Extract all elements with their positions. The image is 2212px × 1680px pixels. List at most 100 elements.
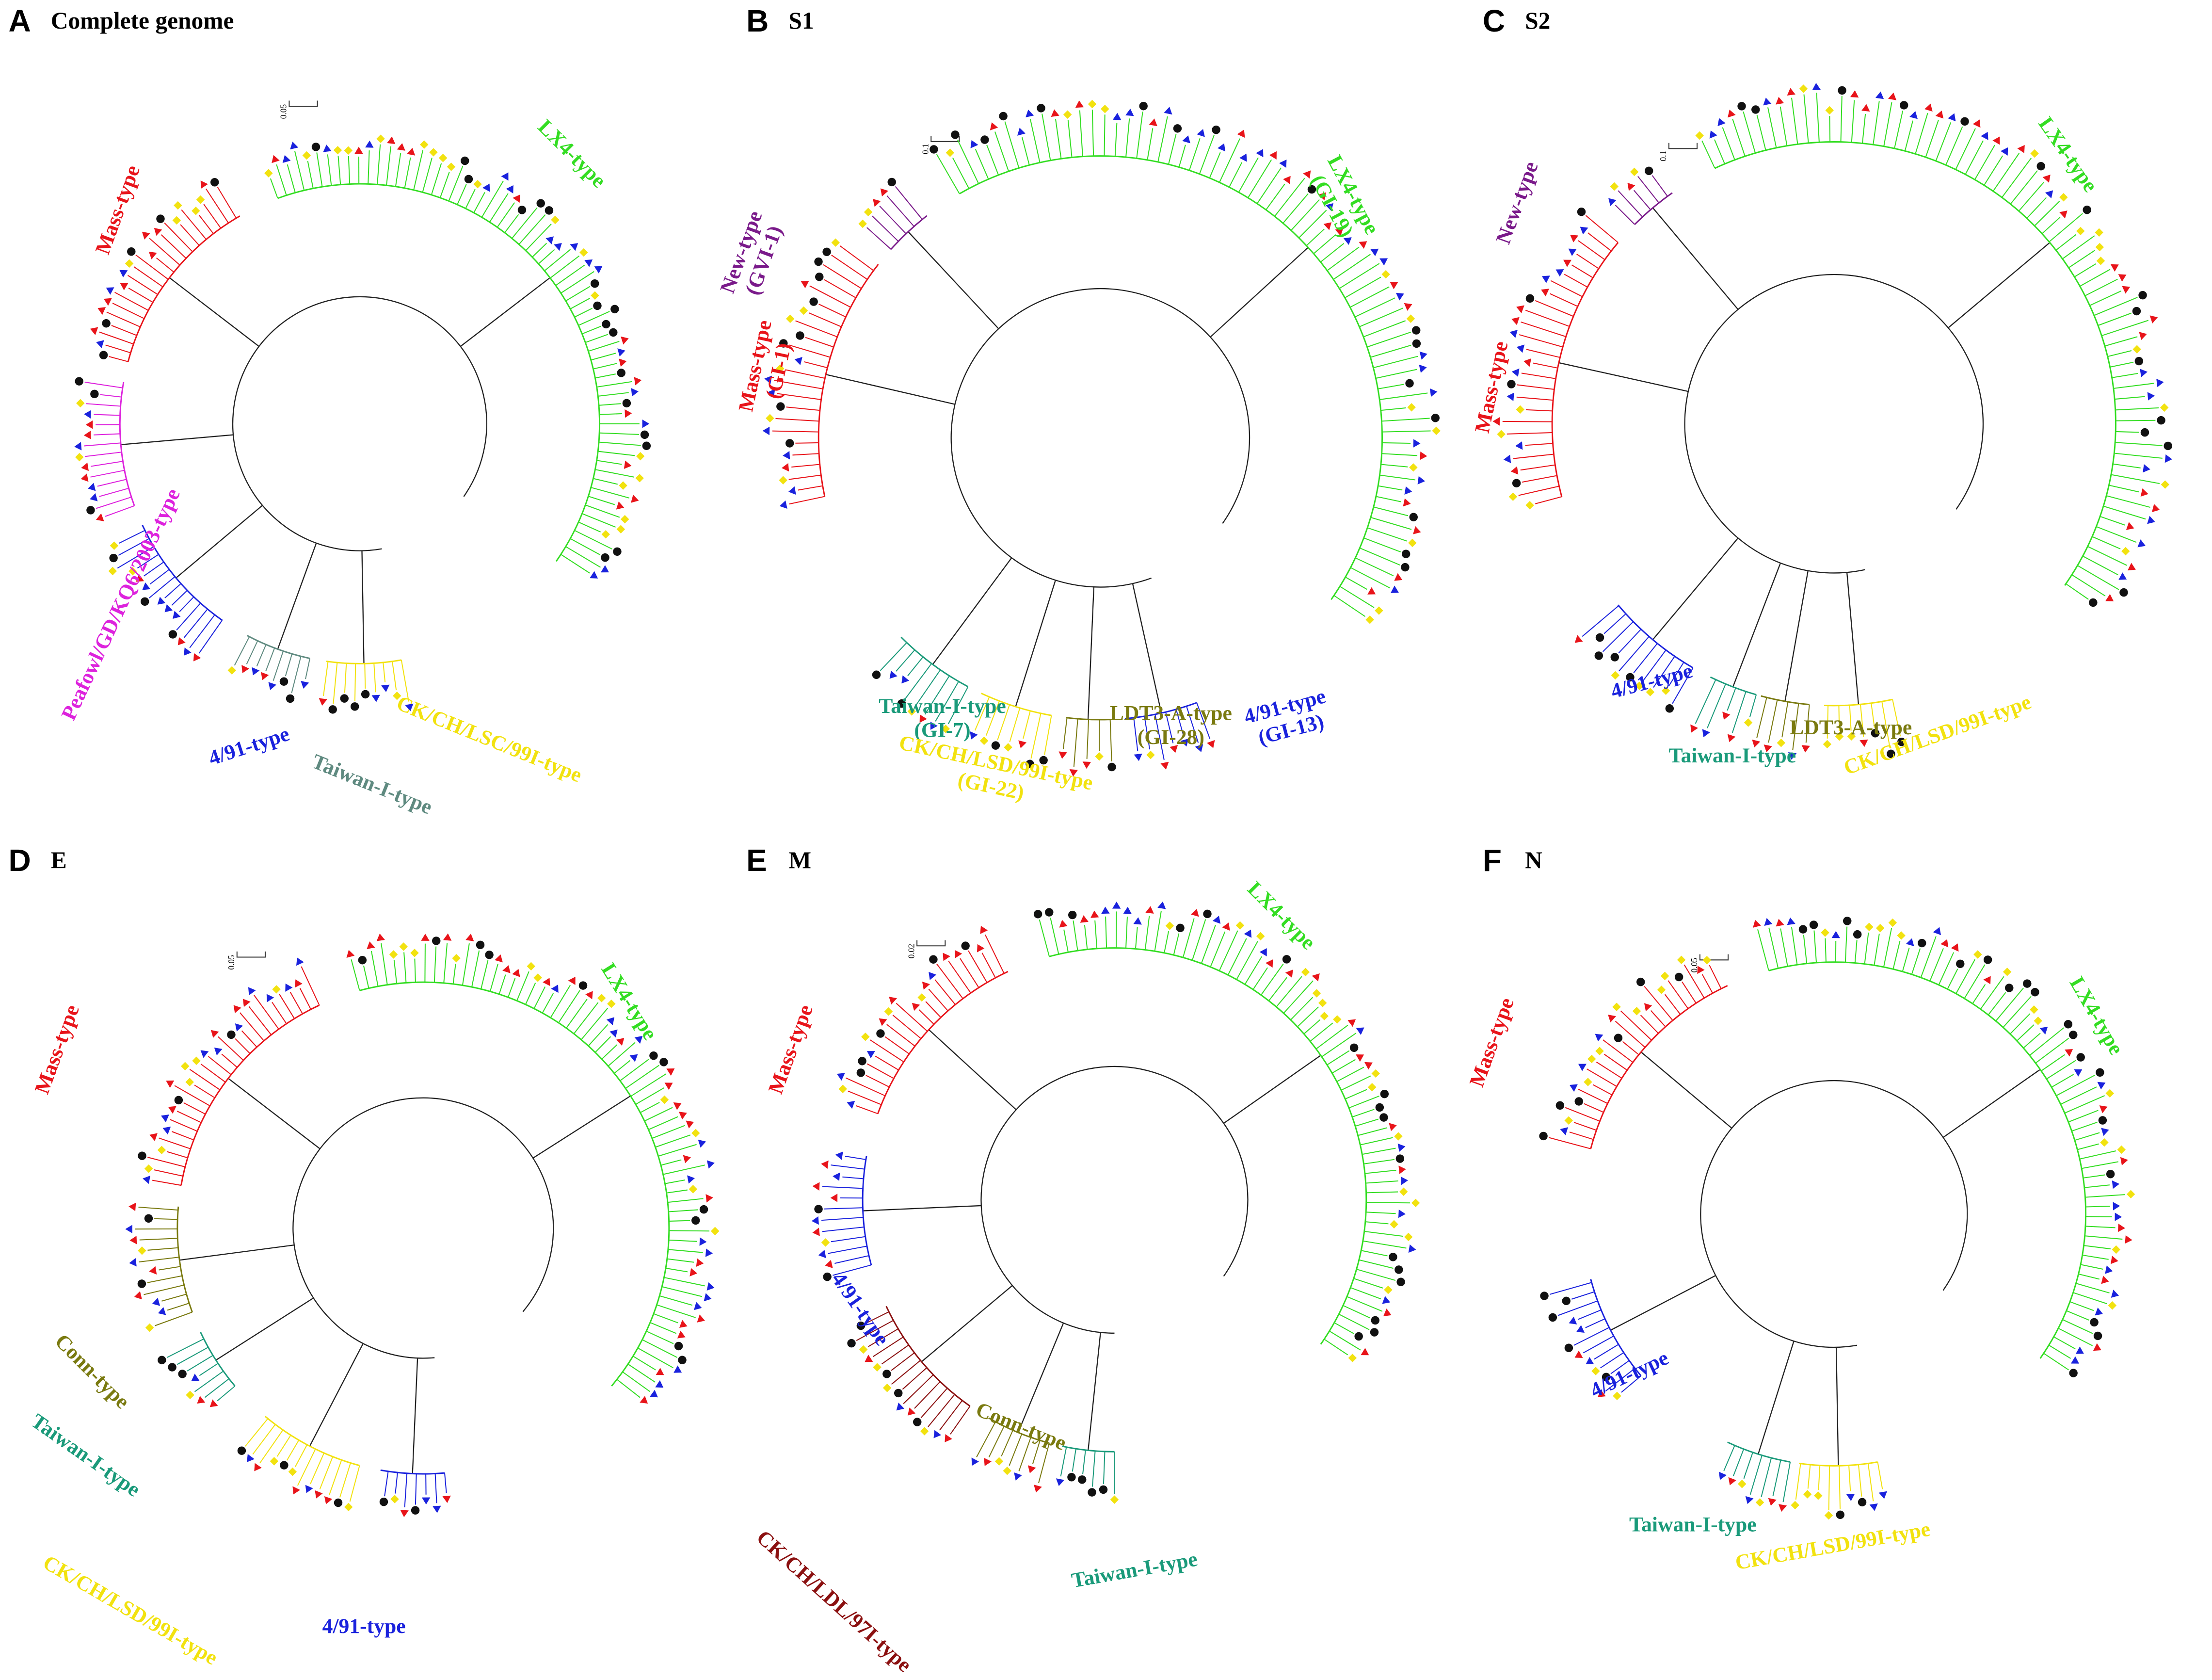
tree-branch: [642, 1339, 678, 1358]
tip-marker: [694, 1302, 702, 1310]
tip-marker: [2110, 264, 2119, 272]
tip-marker: [901, 675, 910, 684]
tree-branch: [1196, 702, 1211, 739]
tip-marker: [1389, 1253, 1397, 1261]
tip-marker: [1564, 1343, 1573, 1352]
tip-marker: [177, 637, 186, 646]
tip-marker: [930, 145, 938, 154]
tree-branch: [2112, 372, 2138, 378]
tree-branch: [1380, 464, 1408, 468]
tip-marker: [1003, 1466, 1011, 1475]
tip-marker: [2120, 1157, 2128, 1165]
tip-marker: [704, 1293, 712, 1302]
tree-branch: [1191, 919, 1206, 961]
tip-marker: [929, 955, 938, 964]
tree-branch: [2079, 1150, 2116, 1160]
tree-branch: [1782, 1462, 1791, 1502]
tip-marker: [696, 1258, 704, 1267]
tip-marker: [858, 219, 867, 228]
scale-label: 0.05: [279, 104, 289, 119]
tree-branch: [319, 1456, 334, 1490]
tree-branch: [1707, 683, 1726, 728]
tree-branch: [668, 1209, 698, 1212]
tip-marker: [1602, 1373, 1611, 1382]
tree-branch: [246, 640, 258, 665]
tip-marker: [390, 1495, 399, 1503]
tip-marker: [86, 506, 95, 515]
tree-branch: [252, 1424, 276, 1455]
tip-marker: [1843, 917, 1852, 925]
tree-branch: [85, 452, 122, 457]
tip-marker: [2117, 1223, 2125, 1232]
tip-marker: [83, 431, 91, 439]
tip-marker: [631, 388, 639, 397]
tree-branch: [183, 1102, 206, 1115]
tree-branch: [1363, 537, 1401, 553]
tree-branch: [1366, 1202, 1410, 1204]
tree-branch: [392, 661, 397, 691]
tip-marker: [1831, 931, 1840, 938]
tip-marker: [666, 1068, 675, 1076]
tip-marker: [1594, 651, 1603, 660]
tree-branch: [1791, 97, 1798, 145]
tip-marker: [2101, 1276, 2109, 1284]
tip-marker: [602, 320, 610, 329]
tree-branch: [798, 485, 823, 491]
tip-marker: [295, 979, 303, 988]
tip-marker: [781, 463, 789, 472]
tip-marker: [812, 1228, 820, 1236]
tip-marker: [1390, 585, 1399, 593]
tip-marker: [2161, 480, 2170, 489]
tip-marker: [447, 162, 456, 171]
tree-branch: [968, 950, 988, 983]
tree-branch: [1164, 931, 1170, 953]
tree-branch: [570, 297, 591, 309]
tip-marker: [106, 287, 114, 295]
tip-marker: [822, 247, 831, 257]
tree-branch: [1244, 956, 1263, 985]
tip-marker: [76, 399, 85, 408]
tree-branch: [404, 1473, 408, 1508]
tip-marker: [922, 982, 930, 990]
tree-branch: [914, 1381, 941, 1409]
tree-branch: [516, 971, 529, 1001]
tip-marker: [2164, 454, 2172, 463]
tip-marker: [136, 574, 144, 582]
tip-marker: [943, 953, 950, 961]
tip-marker: [616, 501, 625, 510]
tree-branch: [1125, 916, 1128, 949]
tree-branch: [1557, 1300, 1598, 1316]
tip-marker: [1850, 90, 1859, 98]
tip-marker: [421, 934, 430, 941]
tree-branch: [1378, 384, 1404, 389]
tip-marker: [889, 997, 897, 1005]
tree-branch: [997, 704, 1010, 741]
tree-branch: [1974, 145, 1995, 180]
tree-branch: [630, 1073, 667, 1097]
tree-branch: [1525, 443, 1553, 446]
tree-branch: [804, 361, 828, 369]
tip-marker: [1285, 969, 1293, 978]
clade-arc: [380, 1469, 445, 1475]
tip-marker: [1419, 364, 1427, 373]
tree-branch: [1749, 1455, 1763, 1495]
tip-marker: [344, 146, 353, 155]
tip-marker: [1778, 1504, 1787, 1512]
tree-branch: [1363, 1159, 1395, 1164]
scale-label: 0.02: [906, 944, 916, 959]
tree-branch: [1858, 1464, 1862, 1497]
tip-marker: [980, 925, 988, 934]
tip-marker: [1180, 738, 1189, 747]
tree-branch: [831, 1164, 865, 1170]
tip-marker: [1853, 930, 1862, 939]
tip-marker: [2095, 228, 2103, 237]
tree-branch: [1859, 704, 1864, 737]
clade-arc: [1634, 192, 1673, 225]
tree-branch: [1807, 1464, 1811, 1489]
tree-branch: [1297, 1006, 1319, 1027]
tree-branch: [1038, 1443, 1050, 1484]
tree-branch: [936, 963, 963, 999]
tree-branch: [1144, 716, 1151, 750]
tree-branch: [1380, 407, 1406, 411]
tree-branch: [1571, 1291, 1595, 1300]
